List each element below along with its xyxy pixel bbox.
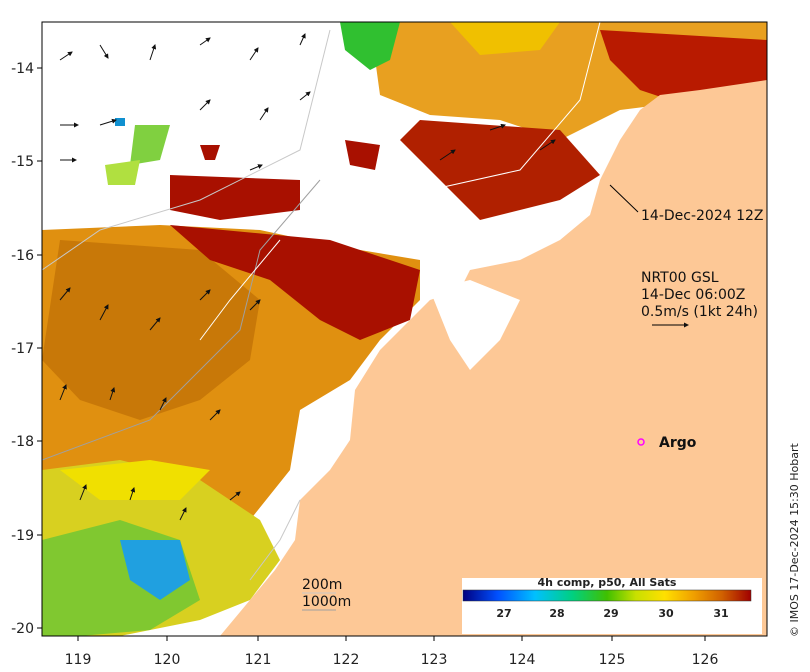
x-tick-label: 120: [154, 652, 181, 668]
current-legend: NRT00 GSL 14-Dec 06:00Z 0.5m/s (1kt 24h): [641, 270, 758, 328]
bathymetry-contours: [42, 22, 601, 581]
x-tick-label: 124: [509, 652, 536, 668]
y-tick-label: -19: [11, 528, 34, 544]
y-tick-label: -17: [11, 341, 34, 357]
colorbar-tick: 30: [658, 607, 674, 620]
contour-200m-label: 200m: [302, 577, 342, 593]
y-tick-label: -15: [11, 154, 34, 170]
colorbar-tick: 31: [713, 607, 728, 620]
x-tick-label: 122: [333, 652, 360, 668]
x-tick-label: 125: [599, 652, 626, 668]
colorbar-gradient: [462, 589, 752, 602]
contour-1000m-label: 1000m: [302, 594, 351, 610]
y-tick-label: -18: [11, 434, 34, 450]
timestamp-pointer: [609, 184, 639, 213]
colorbar-tick: 29: [603, 607, 618, 620]
current-vectors: [59, 33, 556, 521]
y-tick-label: -16: [11, 248, 34, 264]
current-time-label: 14-Dec 06:00Z: [641, 287, 745, 303]
colorbar-tick: 28: [549, 607, 564, 620]
colorbar-tick: 27: [496, 607, 511, 620]
land-mass: [220, 80, 767, 636]
y-tick-label: -20: [11, 621, 34, 637]
map-plot-area: [42, 22, 767, 636]
argo-marker-icon: [637, 438, 645, 446]
y-tick-label: -14: [11, 61, 34, 77]
credit-label: © IMOS 17-Dec-2024 15:30 Hobart: [788, 442, 801, 637]
colorbar-title: 4h comp, p50, All Sats: [538, 576, 677, 589]
colorbar: 4h comp, p50, All Sats 27 28 29 30 31: [462, 576, 762, 634]
x-tick-label: 126: [692, 652, 719, 668]
colorbar-background: [462, 578, 762, 634]
x-tick-label: 119: [65, 652, 92, 668]
bathymetry-legend: 200m 1000m: [302, 577, 351, 611]
timestamp-label: 14-Dec-2024 12Z: [641, 208, 764, 224]
x-tick-label: 121: [245, 652, 272, 668]
y-axis: -14 -15 -16 -17 -18 -19 -20: [11, 61, 42, 637]
current-source-label: NRT00 GSL: [641, 270, 719, 286]
argo-label: Argo: [659, 435, 697, 451]
x-tick-label: 123: [421, 652, 448, 668]
axes-frame: [41, 21, 768, 637]
x-axis: 119 120 121 122 123 124 125 126: [65, 636, 719, 668]
current-scale-label: 0.5m/s (1kt 24h): [641, 304, 758, 320]
sst-field: [42, 22, 767, 636]
